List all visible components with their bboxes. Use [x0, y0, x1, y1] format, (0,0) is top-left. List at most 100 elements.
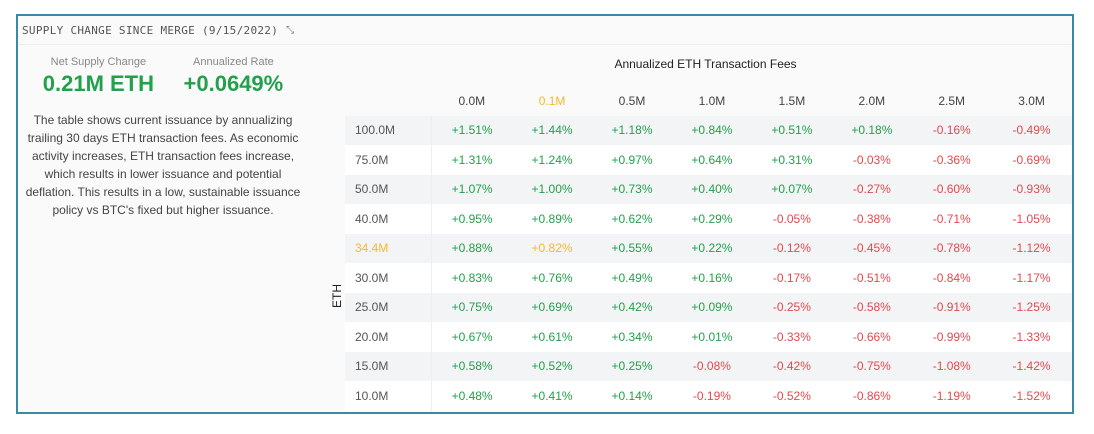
- table-cell: +0.73%: [592, 174, 672, 204]
- table-cell: -1.05%: [1012, 211, 1051, 226]
- row-label: 40.0M: [345, 204, 433, 234]
- table-cell: -0.91%: [911, 292, 992, 322]
- collapse-arrows-icon[interactable]: ⤡: [286, 24, 295, 36]
- net-supply-change: Net Supply Change 0.21M ETH: [43, 56, 154, 97]
- table-cell: -1.42%: [991, 351, 1072, 381]
- table-cell: -0.45%: [831, 233, 912, 263]
- column-axis-title: Annualized ETH Transaction Fees: [614, 57, 797, 71]
- table-cell: +0.41%: [531, 388, 573, 403]
- table-cell: -0.51%: [852, 270, 891, 285]
- row-label: 75.0M: [345, 145, 433, 175]
- row-label: 100.0M: [345, 115, 433, 145]
- table-cell: +0.61%: [531, 329, 573, 344]
- table-cell: +1.07%: [431, 174, 513, 204]
- table-cell: +0.18%: [831, 115, 912, 145]
- table-cell: +1.18%: [592, 115, 672, 145]
- row-label: 30.0M: [345, 263, 433, 293]
- table-cell: +0.42%: [592, 292, 672, 322]
- stat-label: Annualized Rate: [193, 56, 274, 68]
- table-cell: -1.17%: [1012, 270, 1051, 285]
- table-cell: -0.52%: [772, 388, 811, 403]
- column-header: 1.5M: [751, 86, 832, 116]
- table-row: 100.0M +1.51% +1.44% +1.18% +0.84% +0.51% +0.1…: [345, 115, 1072, 145]
- table-cell: -0.05%: [772, 211, 811, 226]
- table-cell: -1.19%: [932, 388, 971, 403]
- table-cell: -0.66%: [852, 329, 891, 344]
- table-cell: -0.16%: [911, 115, 992, 145]
- table-cell: -0.58%: [831, 292, 912, 322]
- table-cell: +0.34%: [611, 329, 653, 344]
- table-cell: -0.42%: [751, 351, 832, 381]
- table-cell: +0.69%: [512, 292, 593, 322]
- supply-change-panel: SUPPLY CHANGE SINCE MERGE (9/15/2022) ⤡ …: [16, 14, 1074, 414]
- table-cell: -0.03%: [852, 152, 891, 167]
- table-cell: -0.99%: [932, 329, 971, 344]
- summary-section: Net Supply Change 0.21M ETH Annualized R…: [18, 44, 308, 219]
- table-cell: -0.08%: [671, 351, 752, 381]
- description: The table shows current issuance by annu…: [25, 113, 301, 217]
- table-cell: -0.36%: [932, 152, 971, 167]
- table-cell: +0.75%: [431, 292, 513, 322]
- row-label: 20.0M: [345, 322, 433, 352]
- table-cell: -0.17%: [772, 270, 811, 285]
- stat-label: Net Supply Change: [50, 56, 147, 68]
- table-cell: +0.83%: [451, 270, 493, 285]
- table-cell: -0.49%: [991, 115, 1072, 145]
- table-cell: -0.25%: [751, 292, 832, 322]
- column-header: 0.0M: [431, 86, 513, 116]
- table-cell: -0.38%: [852, 211, 891, 226]
- table-cell: +0.51%: [751, 115, 832, 145]
- row-label: 25.0M: [345, 292, 433, 322]
- issuance-table: 0.0M 0.1M 0.5M 1.0M 1.5M 2.0M 2.5M 3.0M 100.0M +…: [345, 86, 1072, 411]
- column-header: 2.5M: [911, 86, 992, 116]
- table-cell: +1.44%: [512, 115, 593, 145]
- table-cell: -1.08%: [911, 351, 992, 381]
- table-row: 15.0M +0.58% +0.52% +0.25% -0.08% -0.42% -0.75…: [345, 351, 1072, 381]
- table-cell: +1.24%: [531, 152, 573, 167]
- table-cell: +0.29%: [691, 211, 733, 226]
- corner-cell: [345, 86, 432, 116]
- table-cell: +0.49%: [611, 270, 653, 285]
- panel-title: SUPPLY CHANGE SINCE MERGE (9/15/2022): [22, 23, 279, 37]
- column-header: 2.0M: [831, 86, 912, 116]
- table-row: 25.0M +0.75% +0.69% +0.42% +0.09% -0.25% -0.58…: [345, 292, 1072, 322]
- table-cell: -0.69%: [1012, 152, 1051, 167]
- table-cell: +0.95%: [451, 211, 493, 226]
- table-cell: +0.09%: [671, 292, 752, 322]
- table-cell: +0.82%: [512, 233, 593, 263]
- table-cell: +0.22%: [671, 233, 752, 263]
- table-cell: +0.25%: [592, 351, 672, 381]
- table-row: 75.0M +1.31% +1.24% +0.97% +0.64% +0.31% -0.03…: [345, 145, 1072, 175]
- table-cell: -0.86%: [852, 388, 891, 403]
- table-row: 30.0M +0.83% +0.76% +0.49% +0.16% -0.17% -0.51…: [345, 263, 1072, 293]
- row-label: 15.0M: [345, 351, 433, 381]
- table-row: 40.0M +0.95% +0.89% +0.62% +0.29% -0.05% -0.38…: [345, 204, 1072, 234]
- table-cell: +0.84%: [671, 115, 752, 145]
- table-cell: +0.58%: [431, 351, 513, 381]
- table-cell: +0.55%: [592, 233, 672, 263]
- table-cell: -0.93%: [991, 174, 1072, 204]
- row-label: 10.0M: [345, 381, 433, 411]
- table-cell: +0.14%: [611, 388, 653, 403]
- row-label: 34.4M: [345, 233, 433, 263]
- table-cell: +1.00%: [512, 174, 593, 204]
- table-cell: -0.84%: [932, 270, 971, 285]
- table-cell: +0.97%: [611, 152, 653, 167]
- table-cell: -1.12%: [991, 233, 1072, 263]
- table-cell: -0.12%: [751, 233, 832, 263]
- column-header: 0.1M: [512, 86, 593, 116]
- table-cell: -0.33%: [772, 329, 811, 344]
- table-cell: +0.40%: [671, 174, 752, 204]
- table-cell: +0.52%: [512, 351, 593, 381]
- annualized-rate: Annualized Rate +0.0649%: [184, 56, 284, 97]
- panel-header: SUPPLY CHANGE SINCE MERGE (9/15/2022) ⤡: [18, 16, 1072, 45]
- table-cell: +0.89%: [531, 211, 573, 226]
- table-cell: +0.64%: [691, 152, 733, 167]
- table-cell: -0.78%: [911, 233, 992, 263]
- table-cell: -1.33%: [1012, 329, 1051, 344]
- stat-value: +0.0649%: [183, 71, 284, 96]
- table-cell: +1.51%: [431, 115, 513, 145]
- stat-value: 0.21M ETH: [42, 71, 155, 96]
- table-cell: -0.60%: [911, 174, 992, 204]
- table-cell: +0.31%: [771, 152, 813, 167]
